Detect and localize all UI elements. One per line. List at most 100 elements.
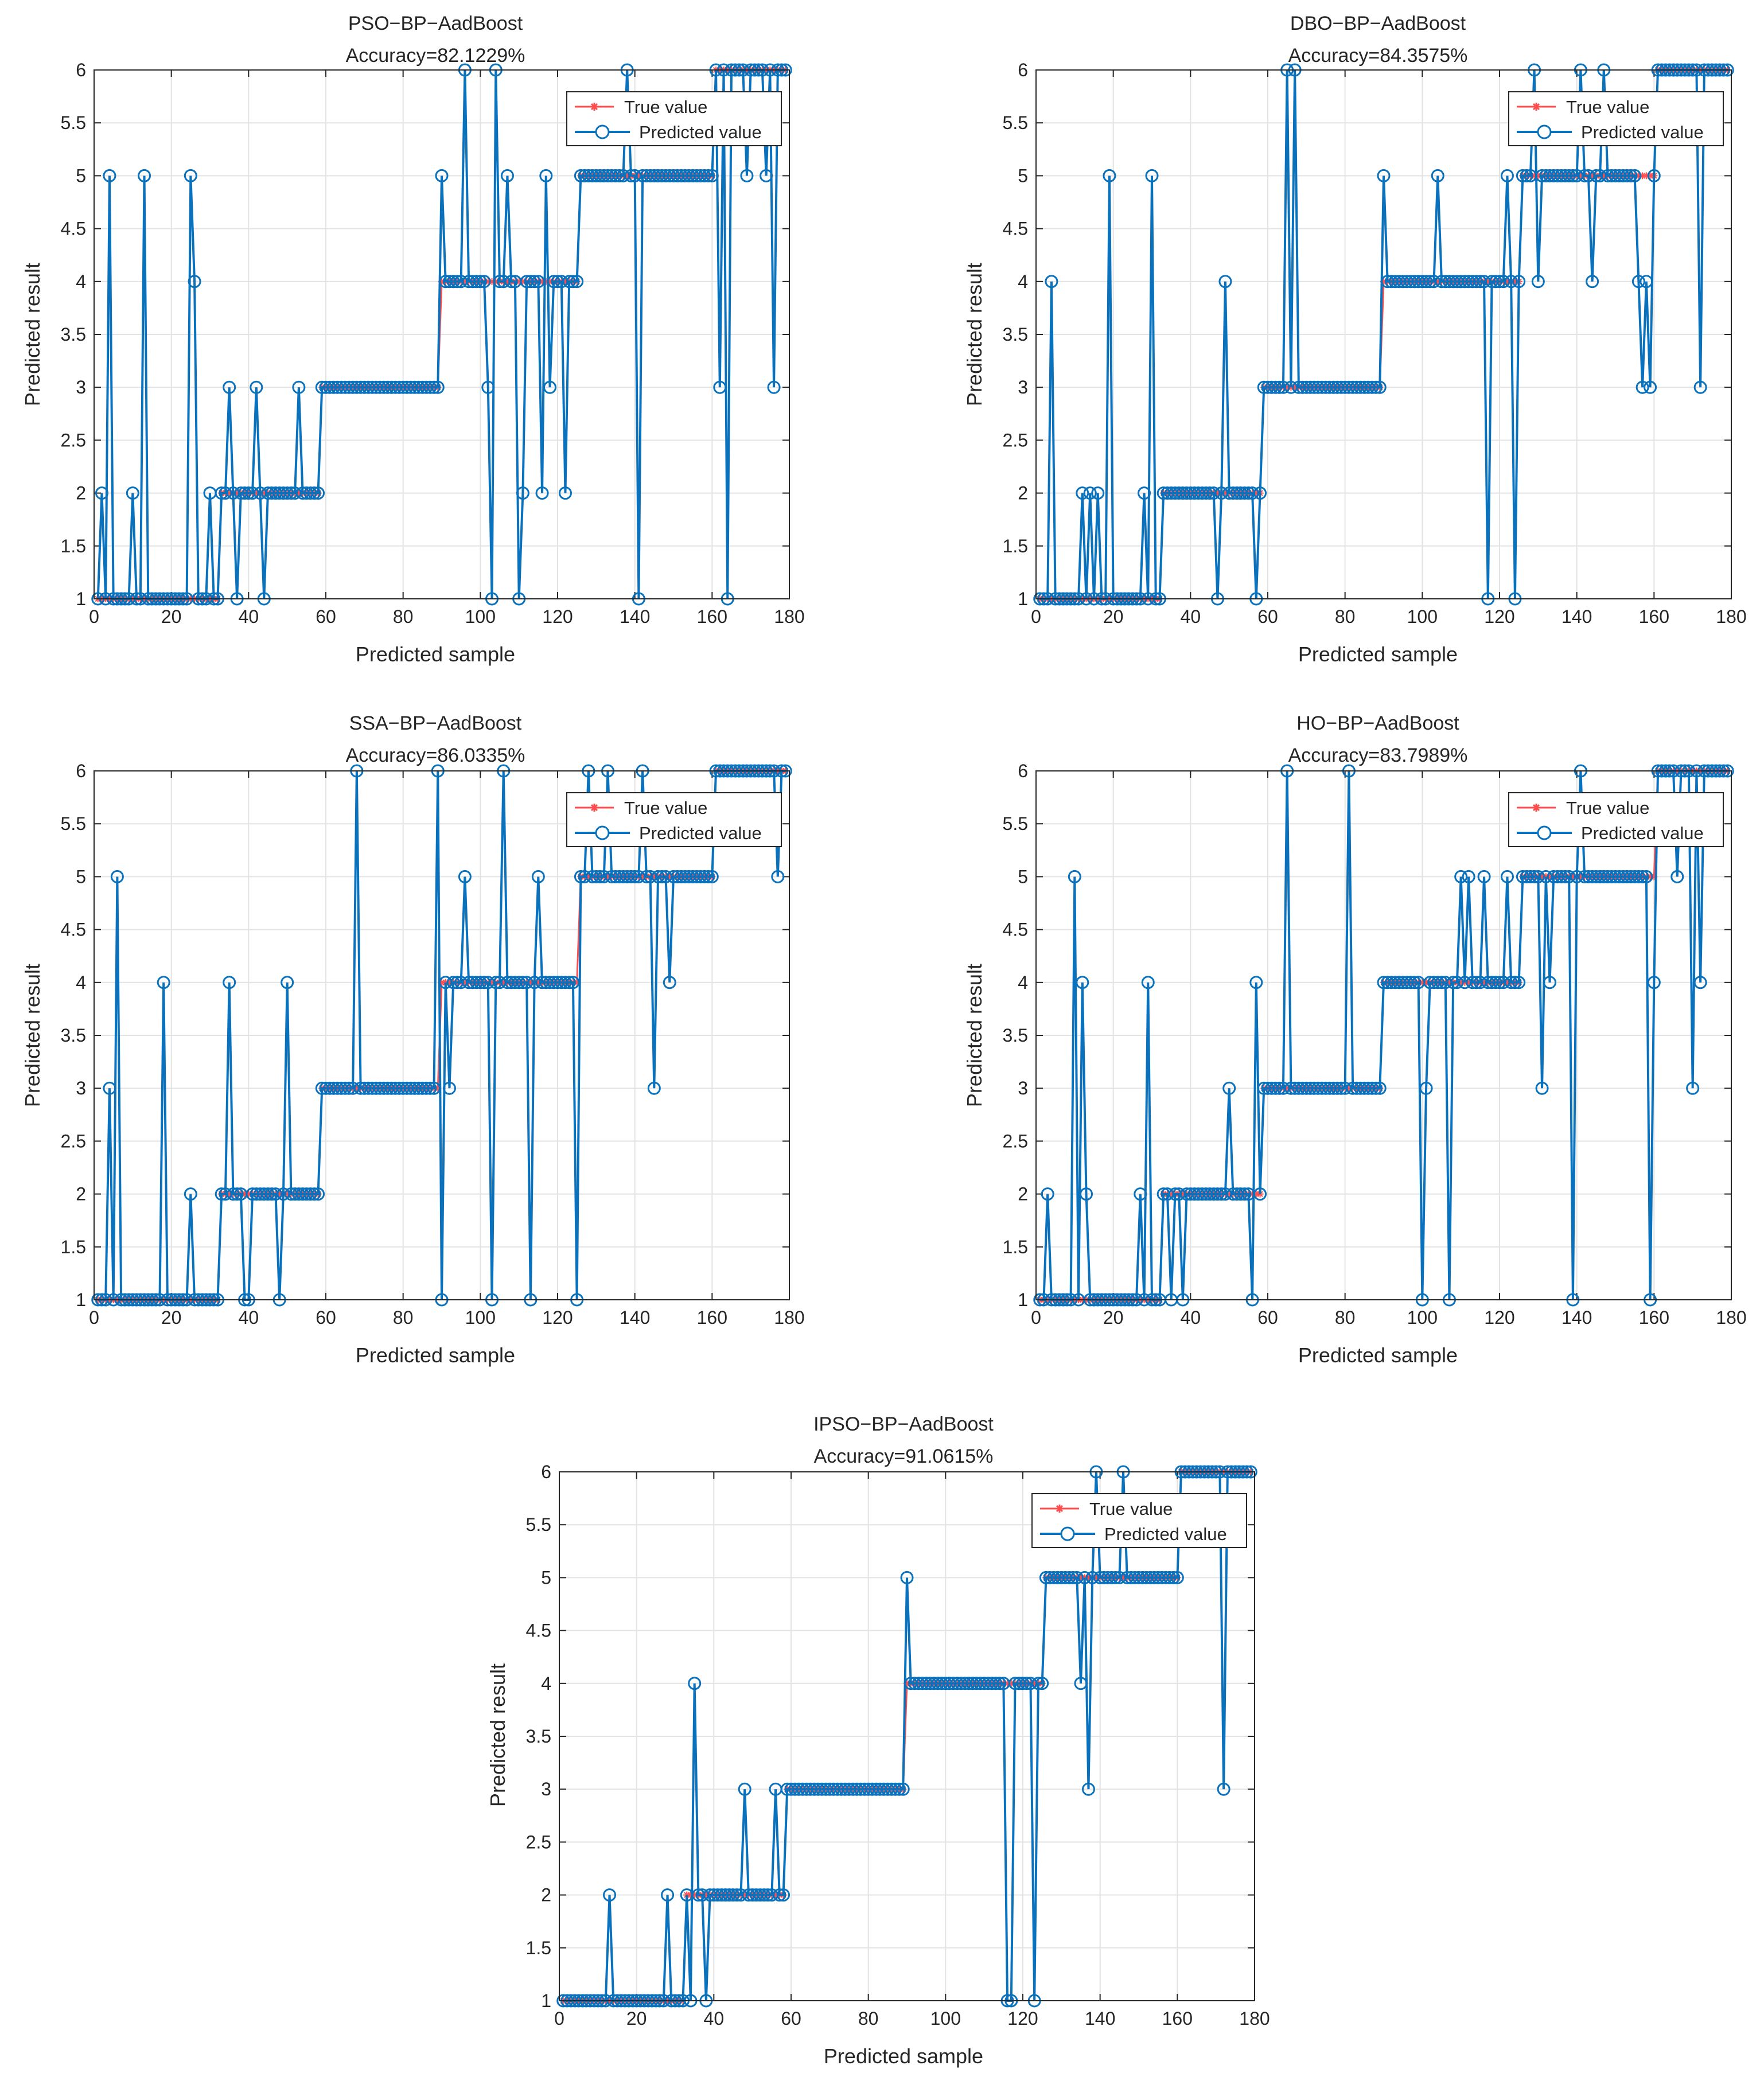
predicted-value-point bbox=[570, 275, 584, 289]
predicted-value-point bbox=[1369, 380, 1383, 394]
true-value-point bbox=[295, 489, 302, 497]
y-tick-label: 2 bbox=[76, 1184, 86, 1205]
predicted-value-point bbox=[1489, 976, 1502, 989]
chart-subtitle: Accuracy=82.1229% bbox=[346, 45, 525, 67]
x-tick-label: 120 bbox=[1007, 2008, 1038, 2029]
predicted-value-point bbox=[427, 380, 441, 394]
legend-true-marker bbox=[1532, 804, 1540, 812]
legend-pred-marker bbox=[1060, 1526, 1075, 1541]
predicted-value-point bbox=[531, 275, 545, 289]
predicted-value-point bbox=[1508, 976, 1522, 989]
legend-true-label: True value bbox=[624, 97, 707, 117]
chart-title: HO−BP−AadBoost bbox=[1296, 712, 1459, 734]
predicted-value-point bbox=[1016, 1677, 1030, 1690]
true-value-point bbox=[904, 1680, 910, 1687]
predicted-value-point bbox=[1217, 1782, 1230, 1796]
predicted-value-point bbox=[893, 1782, 906, 1796]
predicted-value-point bbox=[1330, 1081, 1344, 1095]
predicted-value-point bbox=[1504, 275, 1518, 289]
true-value-point bbox=[260, 489, 268, 497]
predicted-value-point bbox=[435, 169, 449, 182]
true-value-point bbox=[1465, 979, 1473, 986]
predicted-value-point bbox=[1031, 1677, 1045, 1690]
predicted-value-point bbox=[705, 169, 719, 182]
predicted-value-point bbox=[1091, 486, 1105, 500]
predicted-value-point bbox=[705, 870, 719, 883]
predicted-value-point bbox=[771, 870, 785, 883]
true-value-point bbox=[1600, 172, 1607, 180]
predicted-value-point bbox=[1207, 486, 1221, 500]
true-value-point bbox=[1007, 1680, 1015, 1687]
predicted-value-point bbox=[1253, 1187, 1267, 1201]
true-value-point bbox=[635, 172, 642, 180]
y-tick-label: 4 bbox=[76, 972, 86, 993]
true-value-point bbox=[283, 1190, 291, 1198]
y-tick-label: 4.5 bbox=[61, 919, 86, 940]
y-tick-label: 5 bbox=[1018, 866, 1028, 887]
x-tick-label: 0 bbox=[1031, 606, 1041, 627]
predicted-value-point bbox=[688, 1677, 702, 1690]
y-axis-label: Predicted result bbox=[21, 964, 44, 1107]
true-value-point bbox=[1639, 172, 1646, 180]
chart-subtitle: Accuracy=83.7989% bbox=[1288, 745, 1468, 766]
y-tick-label: 4.5 bbox=[1003, 919, 1028, 940]
predicted-value-point bbox=[230, 1187, 244, 1201]
true-value-point bbox=[1419, 979, 1426, 986]
predicted-value-point bbox=[103, 169, 116, 182]
predicted-value-point bbox=[698, 870, 711, 883]
y-tick-label: 2 bbox=[541, 1885, 551, 1906]
legend-true-label: True value bbox=[624, 798, 707, 818]
y-tick-label: 2.5 bbox=[61, 1131, 86, 1151]
legend: True value Predicted value bbox=[1031, 1493, 1247, 1548]
y-tick-label: 6 bbox=[76, 761, 86, 781]
predicted-value-point bbox=[1408, 976, 1422, 989]
predicted-value-point bbox=[223, 976, 236, 989]
x-tick-label: 80 bbox=[1335, 606, 1356, 627]
legend-pred-marker bbox=[1537, 825, 1552, 840]
y-tick-label: 3 bbox=[76, 1078, 86, 1098]
true-value-point bbox=[1380, 278, 1387, 285]
y-tick-label: 4 bbox=[1018, 972, 1028, 993]
y-tick-label: 5.5 bbox=[526, 1514, 551, 1535]
predicted-value-point bbox=[1218, 275, 1232, 289]
predicted-value-point bbox=[528, 275, 542, 289]
predicted-value-point bbox=[1076, 486, 1089, 500]
x-tick-label: 180 bbox=[774, 606, 804, 627]
true-value-point bbox=[252, 489, 260, 497]
predicted-value-point bbox=[1062, 1571, 1076, 1584]
predicted-value-point bbox=[1081, 1782, 1095, 1796]
predicted-value-point bbox=[138, 169, 151, 182]
predicted-value-point bbox=[458, 870, 472, 883]
true-value-point bbox=[1031, 1680, 1038, 1687]
predicted-value-point bbox=[566, 275, 580, 289]
true-value-point bbox=[1120, 1574, 1127, 1581]
predicted-value-point bbox=[1520, 169, 1533, 182]
x-tick-label: 100 bbox=[1407, 1307, 1438, 1328]
predicted-value-point bbox=[481, 380, 495, 394]
chart-subtitle: Accuracy=91.0615% bbox=[814, 1445, 994, 1467]
true-value-point bbox=[741, 1891, 749, 1899]
predicted-value-point bbox=[535, 486, 549, 500]
true-value-point bbox=[225, 1190, 233, 1198]
y-tick-label: 3.5 bbox=[61, 324, 86, 345]
predicted-value-point bbox=[558, 486, 572, 500]
true-value-point bbox=[1167, 1190, 1175, 1198]
chart-title: SSA−BP−AadBoost bbox=[349, 712, 522, 734]
predicted-value-point bbox=[1454, 870, 1468, 883]
predicted-value-point bbox=[1070, 1571, 1084, 1584]
y-tick-label: 4.5 bbox=[526, 1620, 551, 1641]
predicted-value-point bbox=[1377, 169, 1391, 182]
true-value-point bbox=[604, 873, 612, 880]
true-value-point bbox=[241, 1190, 248, 1198]
predicted-value-point bbox=[446, 275, 460, 289]
y-axis-label: Predicted result bbox=[21, 263, 44, 406]
predicted-value-point bbox=[1470, 275, 1483, 289]
true-value-point bbox=[562, 278, 569, 285]
legend-pred-label: Predicted value bbox=[1581, 823, 1704, 843]
x-tick-label: 140 bbox=[1561, 1307, 1592, 1328]
true-value-point bbox=[484, 278, 492, 285]
x-tick-label: 180 bbox=[1239, 2008, 1270, 2029]
y-tick-label: 4.5 bbox=[1003, 219, 1028, 239]
true-value-point bbox=[446, 979, 453, 986]
predicted-value-point bbox=[1644, 380, 1657, 394]
